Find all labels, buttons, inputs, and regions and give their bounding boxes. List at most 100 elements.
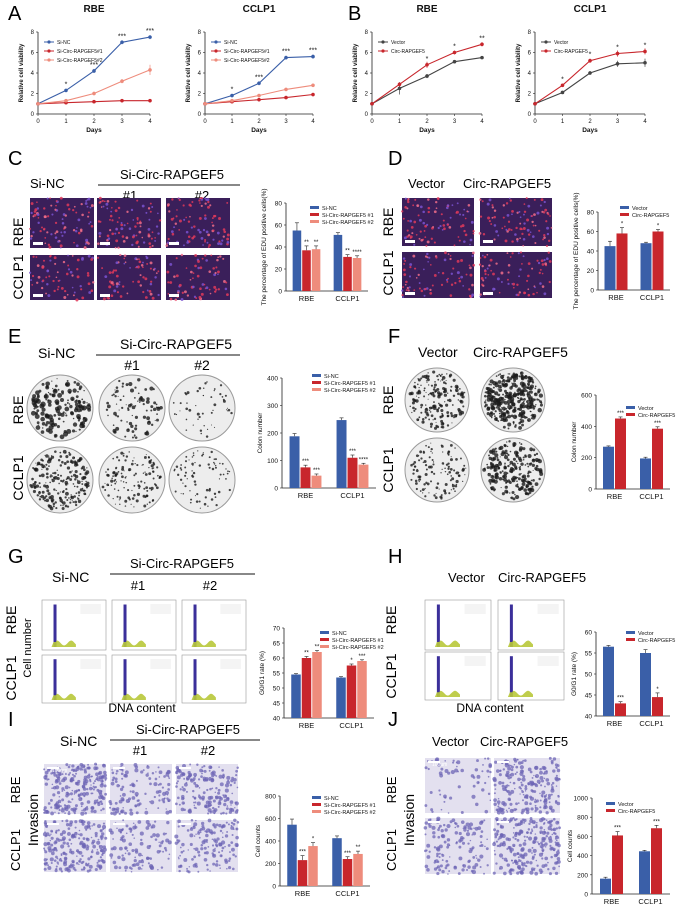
- colony-dot: [185, 407, 189, 411]
- invading-cell: [234, 842, 239, 847]
- invading-cell: [531, 852, 533, 854]
- invading-cell: [95, 772, 99, 777]
- invading-cell: [180, 807, 185, 812]
- panel-letter-J: J: [388, 709, 398, 731]
- invading-cell: [180, 850, 184, 854]
- x-tick-label: RBE: [299, 294, 314, 303]
- invading-cell: [212, 823, 216, 827]
- y-tick-label: 45: [273, 701, 281, 708]
- colony-dot: [230, 411, 233, 415]
- invading-cell: [435, 757, 440, 762]
- invading-cell: [424, 821, 428, 825]
- invading-cell: [469, 839, 472, 842]
- invading-cell: [480, 844, 484, 847]
- invading-cell: [555, 827, 559, 830]
- invading-cell: [167, 776, 170, 778]
- colony-dot: [105, 408, 109, 411]
- invading-cell: [97, 803, 101, 807]
- invading-cell: [554, 763, 558, 767]
- data-point: [311, 83, 315, 88]
- cell-dot: [468, 294, 472, 298]
- i-side-invasion: Invasion: [25, 794, 41, 846]
- colony-dot: [34, 411, 39, 415]
- colony-dot: [517, 462, 519, 465]
- colony-dot: [530, 488, 535, 493]
- cell-dot: [481, 264, 484, 268]
- invading-cell: [61, 798, 65, 802]
- invading-cell: [78, 797, 83, 802]
- legend-marker: [214, 40, 218, 44]
- invading-cell: [69, 801, 72, 804]
- cell-dot: [516, 240, 519, 243]
- colony-dot: [433, 494, 436, 497]
- cell-dot: [197, 266, 200, 270]
- invading-cell: [140, 868, 143, 870]
- colony-dot: [128, 421, 133, 426]
- colony-dot: [533, 405, 535, 407]
- cell-dot: [445, 278, 449, 282]
- invading-cell: [192, 795, 195, 798]
- invading-cell: [235, 773, 238, 777]
- cell-dot: [429, 263, 432, 266]
- invading-cell: [436, 816, 441, 821]
- colony-dot: [435, 486, 439, 490]
- colony-dot: [430, 414, 434, 418]
- colony-dot: [188, 408, 192, 412]
- invading-cell: [534, 766, 538, 770]
- colony-dot: [75, 399, 78, 402]
- colony-dot: [512, 457, 516, 461]
- cell-dot: [166, 270, 170, 274]
- invading-cell: [456, 760, 461, 765]
- cell-dot: [522, 227, 526, 230]
- colony-dot: [440, 419, 444, 423]
- invading-cell: [221, 836, 224, 839]
- significance-mark: **: [304, 651, 309, 657]
- invading-cell: [441, 859, 444, 862]
- invading-cell: [98, 864, 103, 869]
- colony-dot: [507, 379, 511, 383]
- e-header-sub1: #1: [124, 357, 140, 373]
- invading-cell: [521, 863, 523, 866]
- colony-dot: [501, 478, 504, 481]
- colony-dot: [57, 473, 60, 477]
- bar: [302, 250, 311, 291]
- colony-dot: [78, 401, 81, 405]
- cell-dot: [106, 234, 110, 238]
- invading-cell: [189, 833, 194, 838]
- invading-cell: [498, 773, 502, 777]
- colony-dot: [52, 472, 55, 475]
- d-header-circ: Circ-RAPGEF5: [463, 176, 551, 191]
- invading-cell: [77, 793, 81, 797]
- invading-cell: [129, 790, 132, 793]
- bar: [357, 661, 367, 718]
- invading-cell: [131, 833, 134, 836]
- invading-cell: [221, 846, 225, 850]
- bar: [301, 658, 312, 718]
- colony-dot: [127, 496, 131, 500]
- cell-dot: [515, 293, 518, 296]
- invading-cell: [460, 820, 465, 824]
- cell-dot: [207, 246, 210, 248]
- y-axis-label: G0/G1 rate (%): [259, 651, 266, 695]
- invading-cell: [203, 764, 206, 768]
- stats-box: [220, 604, 241, 614]
- colony-dot: [156, 466, 159, 469]
- cell-dot: [87, 282, 91, 286]
- colony-dot: [67, 399, 69, 402]
- invading-cell: [124, 811, 128, 815]
- colony-dot: [526, 400, 529, 404]
- colony-dot: [511, 402, 516, 407]
- colony-dot: [115, 472, 119, 476]
- invading-cell: [444, 769, 449, 773]
- cell-dot: [505, 202, 509, 205]
- invading-cell: [499, 867, 501, 870]
- cell-dot: [130, 208, 134, 212]
- invading-cell: [525, 810, 530, 815]
- colony-dot: [430, 425, 433, 428]
- panel-letter-D: D: [388, 148, 402, 170]
- colony-dot: [45, 385, 50, 390]
- cell-dot: [504, 239, 508, 243]
- colony-dot: [175, 465, 179, 468]
- colony-dot: [490, 405, 495, 410]
- colony-dot: [502, 393, 505, 396]
